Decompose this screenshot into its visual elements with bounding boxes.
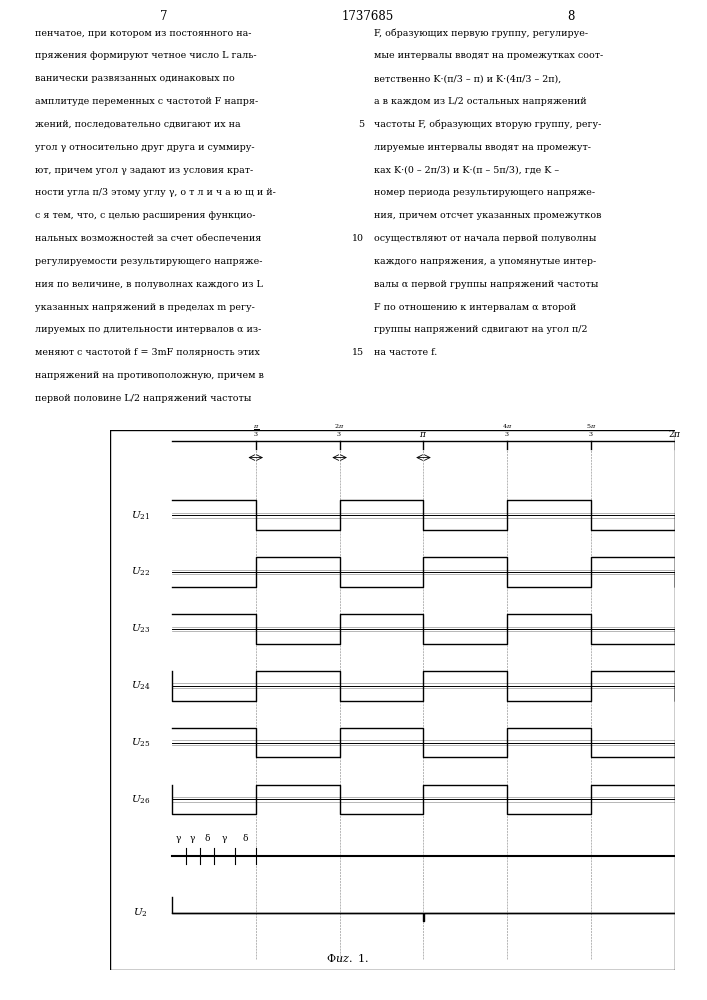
Text: δ: δ (204, 834, 209, 843)
Text: на частоте f.: на частоте f. (375, 348, 438, 357)
Text: валы α первой группы напряжений частоты: валы α первой группы напряжений частоты (375, 280, 599, 289)
Text: $U_{23}$: $U_{23}$ (131, 623, 151, 635)
Text: $U_{25}$: $U_{25}$ (131, 736, 151, 749)
Text: γ: γ (176, 834, 182, 843)
Text: ванически развязанных одинаковых по: ванически развязанных одинаковых по (35, 74, 235, 83)
Text: 1737685: 1737685 (341, 10, 394, 23)
Text: 10: 10 (352, 234, 364, 243)
Text: ния, причем отсчет указанных промежутков: ния, причем отсчет указанных промежутков (375, 211, 602, 220)
Text: жений, последовательно сдвигают их на: жений, последовательно сдвигают их на (35, 120, 240, 129)
Text: $U_2$: $U_2$ (134, 907, 148, 919)
Text: ветственно K·(π/3 – π) и K·(4π/3 – 2π),: ветственно K·(π/3 – π) и K·(4π/3 – 2π), (375, 74, 561, 83)
Text: $\frac{5\pi}{3}$: $\frac{5\pi}{3}$ (586, 422, 597, 439)
Text: $\frac{2\pi}{3}$: $\frac{2\pi}{3}$ (334, 422, 345, 439)
Text: ют, причем угол γ задают из условия крат-: ют, причем угол γ задают из условия крат… (35, 166, 253, 175)
Text: ния по величине, в полуволнах каждого из L: ния по величине, в полуволнах каждого из… (35, 280, 263, 289)
Text: $U_{22}$: $U_{22}$ (131, 566, 151, 578)
Text: F по отношению к интервалам α второй: F по отношению к интервалам α второй (375, 303, 577, 312)
Text: напряжений на противоположную, причем в: напряжений на противоположную, причем в (35, 371, 264, 380)
Text: $\frac{4\pi}{3}$: $\frac{4\pi}{3}$ (502, 422, 513, 439)
Text: δ: δ (243, 834, 248, 843)
Text: F, образующих первую группу, регулируе-: F, образующих первую группу, регулируе- (375, 29, 588, 38)
Text: 8: 8 (568, 10, 575, 23)
Text: пенчатое, при котором из постоянного на-: пенчатое, при котором из постоянного на- (35, 29, 252, 38)
Text: $\pi$: $\pi$ (419, 430, 428, 439)
Text: $2\pi$: $2\pi$ (668, 428, 682, 439)
Text: 5: 5 (358, 120, 364, 129)
Text: мые интервалы вводят на промежутках соот-: мые интервалы вводят на промежутках соот… (375, 51, 604, 60)
Text: а в каждом из L/2 остальных напряжений: а в каждом из L/2 остальных напряжений (375, 97, 587, 106)
Text: $\frac{\pi}{3}$: $\frac{\pi}{3}$ (252, 423, 259, 439)
Text: первой половине L/2 напряжений частоты: первой половине L/2 напряжений частоты (35, 394, 252, 403)
Text: указанных напряжений в пределах m регу-: указанных напряжений в пределах m регу- (35, 303, 255, 312)
Text: 15: 15 (352, 348, 364, 357)
Text: номер периода результирующего напряже-: номер периода результирующего напряже- (375, 188, 595, 197)
Text: $U_{24}$: $U_{24}$ (131, 680, 151, 692)
Text: γ: γ (190, 834, 195, 843)
Text: регулируемости результирующего напряже-: регулируемости результирующего напряже- (35, 257, 262, 266)
Text: ности угла π/3 этому углу γ, о т л и ч а ю щ и й-: ности угла π/3 этому углу γ, о т л и ч а… (35, 188, 276, 197)
Text: частоты F, образующих вторую группу, регу-: частоты F, образующих вторую группу, рег… (375, 120, 602, 129)
Text: пряжения формируют четное число L галь-: пряжения формируют четное число L галь- (35, 51, 257, 60)
Text: осуществляют от начала первой полуволны: осуществляют от начала первой полуволны (375, 234, 597, 243)
Text: ках K·(0 – 2π/3) и K·(π – 5π/3), где K –: ках K·(0 – 2π/3) и K·(π – 5π/3), где K – (375, 166, 559, 175)
Text: γ: γ (221, 834, 227, 843)
Text: $U_{26}$: $U_{26}$ (131, 793, 151, 806)
Text: амплитуде переменных с частотой F напря-: амплитуде переменных с частотой F напря- (35, 97, 258, 106)
Text: с я тем, что, с целью расширения функцио-: с я тем, что, с целью расширения функцио… (35, 211, 255, 220)
Text: нальных возможностей за счет обеспечения: нальных возможностей за счет обеспечения (35, 234, 262, 243)
Text: лируемых по длительности интервалов α из-: лируемых по длительности интервалов α из… (35, 325, 262, 334)
Text: лируемые интервалы вводят на промежут-: лируемые интервалы вводят на промежут- (375, 143, 592, 152)
Text: $U_{21}$: $U_{21}$ (132, 509, 150, 522)
Text: 7: 7 (160, 10, 168, 23)
Text: каждого напряжения, а упомянутые интер-: каждого напряжения, а упомянутые интер- (375, 257, 597, 266)
Text: $\Phi u z. \ 1.$: $\Phi u z. \ 1.$ (326, 952, 368, 964)
Text: угол γ относительно друг друга и суммиру-: угол γ относительно друг друга и суммиру… (35, 143, 255, 152)
Text: меняют с частотой f = 3mF полярность этих: меняют с частотой f = 3mF полярность эти… (35, 348, 260, 357)
Text: группы напряжений сдвигают на угол π/2: группы напряжений сдвигают на угол π/2 (375, 325, 588, 334)
